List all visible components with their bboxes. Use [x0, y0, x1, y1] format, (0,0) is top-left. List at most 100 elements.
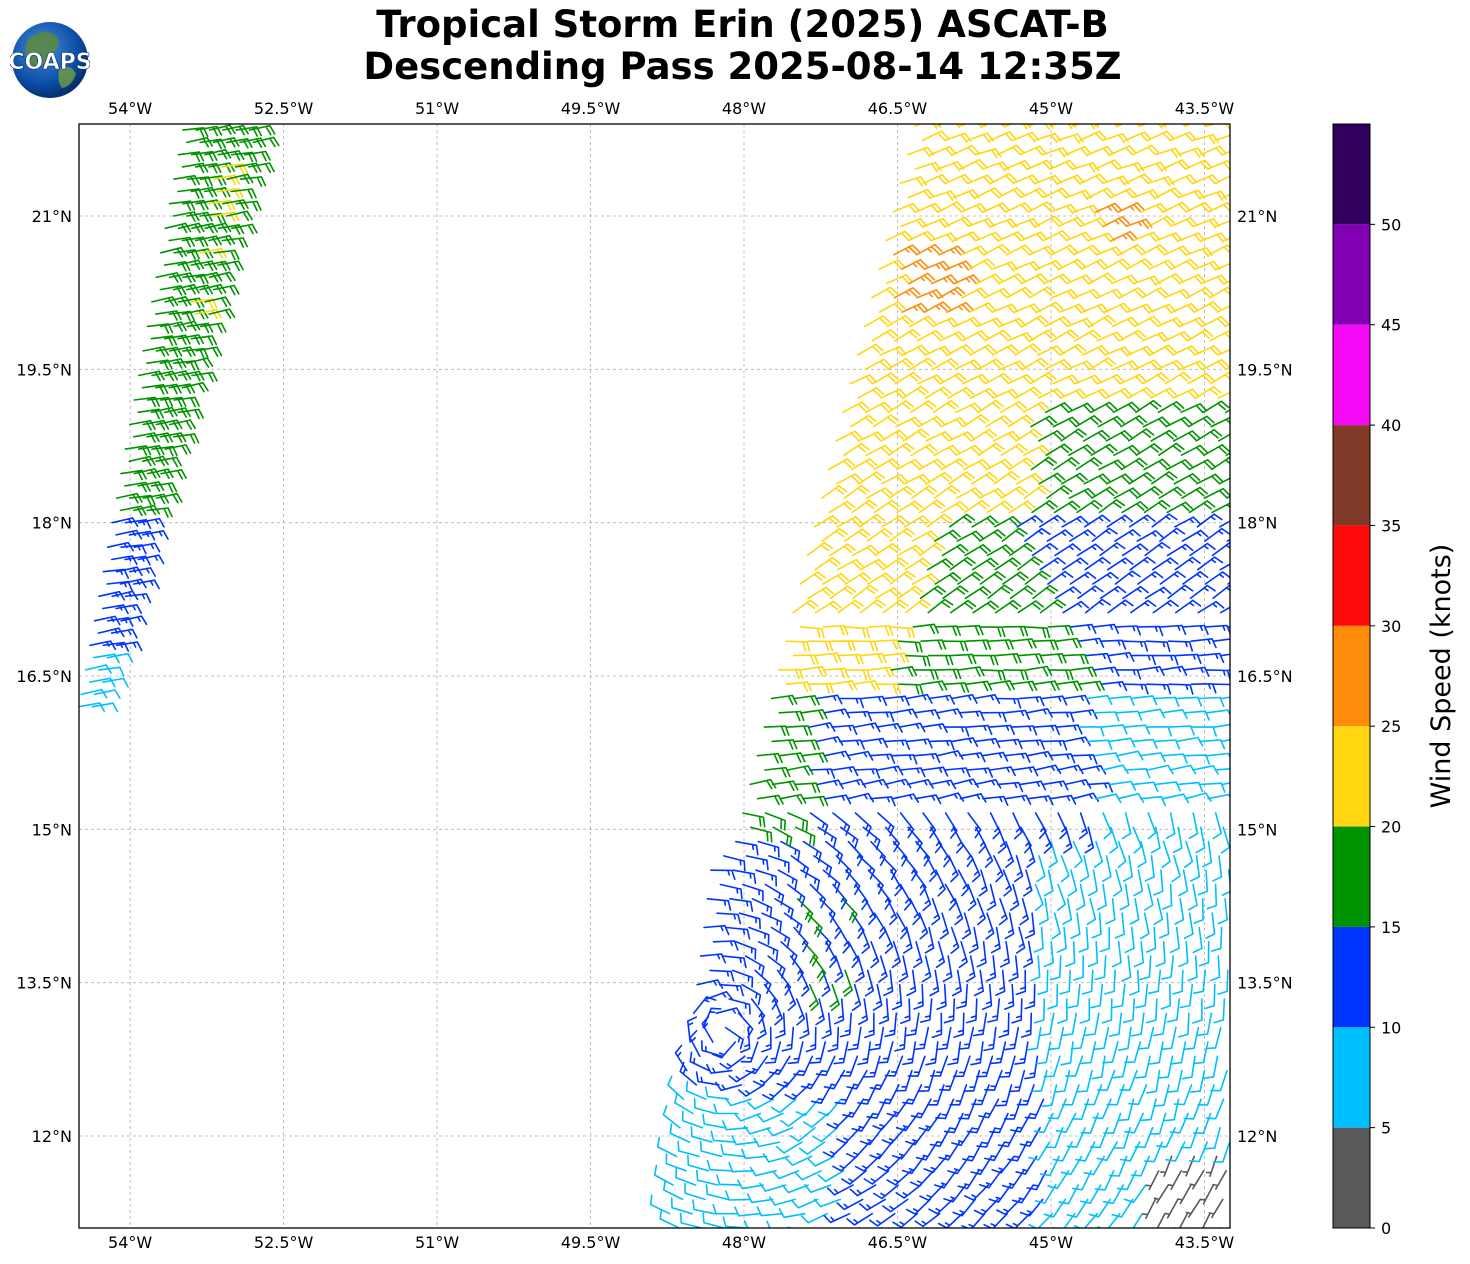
wind-barb [790, 855, 810, 879]
wind-barb [959, 793, 987, 803]
wind-barb [1217, 391, 1230, 399]
wind-barb [857, 387, 885, 399]
wind-barb [1014, 386, 1042, 399]
wind-barb [1079, 173, 1107, 185]
wind-barb [150, 482, 178, 493]
wind-barb [1171, 1041, 1187, 1065]
wind-barb [1217, 898, 1228, 925]
wind-barb [1150, 826, 1161, 854]
wind-barb [1139, 161, 1167, 173]
wind-barb [689, 1030, 701, 1058]
wind-barb [1122, 585, 1149, 600]
wind-barb [159, 432, 187, 443]
wind-barb [872, 414, 900, 428]
wind-barb [816, 779, 844, 790]
wind-barb [1105, 1227, 1108, 1228]
wind-barb [1137, 840, 1147, 868]
wind-barb [971, 557, 999, 571]
colorbar-tick-label: 15 [1381, 918, 1401, 937]
wind-barb [1025, 626, 1051, 639]
wind-barb [933, 485, 960, 499]
wind-barb [1229, 125, 1230, 127]
wind-barb [1197, 1012, 1213, 1037]
wind-barb [892, 840, 908, 867]
wind-barb [225, 210, 253, 222]
wind-barb [901, 344, 929, 356]
wind-barb [1080, 259, 1108, 270]
wind-barb [999, 317, 1027, 328]
wind-barb [816, 736, 844, 746]
wind-barb [1173, 473, 1201, 485]
wind-barb [1183, 912, 1194, 940]
wind-barb [939, 1069, 958, 1091]
wind-barb [880, 429, 908, 442]
wind-barb [980, 669, 1006, 681]
wind-barb [854, 1155, 880, 1172]
wind-barb [1008, 500, 1036, 514]
wind-barb [1166, 543, 1194, 557]
wind-barb [1019, 145, 1047, 156]
wind-barb [1093, 840, 1104, 868]
wind-barb [934, 572, 962, 585]
wind-barb [1169, 926, 1180, 954]
wind-barb [754, 969, 772, 994]
wind-barb [847, 840, 864, 867]
wind-barb [1058, 1184, 1079, 1205]
wind-barb [722, 955, 747, 969]
wind-barb [1071, 1098, 1090, 1120]
wind-barb [960, 245, 988, 256]
wind-barb [907, 188, 935, 200]
wind-barb [1148, 969, 1162, 995]
wind-barb [1187, 955, 1198, 982]
wind-barb [905, 1198, 931, 1215]
wind-barb [1208, 1198, 1224, 1219]
wind-barb [1128, 514, 1156, 528]
wind-barb [164, 222, 192, 234]
lon-tick-label-bottom: 45°W [1029, 1233, 1073, 1252]
wind-barb [902, 1084, 923, 1105]
wind-barb [1037, 388, 1065, 399]
wind-barb [1045, 402, 1073, 414]
wind-barb [1127, 428, 1155, 442]
wind-barb [1102, 1041, 1119, 1064]
wind-barb [1190, 855, 1201, 882]
wind-barb [173, 396, 200, 408]
wind-barb [1011, 998, 1023, 1024]
wind-barb [951, 737, 979, 747]
wind-barb [1064, 779, 1092, 789]
wind-barb [1035, 215, 1063, 227]
wind-barb [968, 926, 979, 954]
wind-barb [204, 296, 232, 307]
wind-barb [1152, 599, 1179, 614]
wind-barb [203, 187, 231, 198]
wind-barb [1045, 443, 1073, 456]
wind-barb [663, 1179, 684, 1201]
wind-barb [1005, 244, 1033, 256]
wind-barb [1004, 794, 1032, 805]
wind-barb [1105, 430, 1133, 442]
wind-barb [947, 431, 975, 442]
wind-barb [891, 708, 918, 719]
wind-barb [1189, 542, 1216, 557]
wind-barb [1163, 288, 1191, 299]
wind-barb [850, 458, 878, 471]
wind-barb [1073, 244, 1101, 256]
wind-barb [877, 812, 895, 837]
wind-barb [857, 1227, 860, 1228]
wind-barb [1103, 1112, 1122, 1134]
wind-barb [917, 374, 945, 385]
wind-barb [716, 1174, 742, 1186]
wind-barb [1093, 711, 1120, 722]
wind-barb [801, 752, 829, 763]
wind-barb [1101, 724, 1128, 735]
lon-tick-label-top: 51°W [415, 99, 459, 118]
wind-barb [1126, 303, 1154, 314]
wind-barb [177, 408, 204, 420]
wind-barb [1064, 736, 1091, 747]
wind-barb [1004, 912, 1015, 940]
wind-barb [1084, 826, 1095, 854]
wind-barb [1202, 400, 1230, 414]
wind-barb [926, 558, 954, 571]
wind-barb [918, 458, 946, 471]
wind-barb [867, 625, 894, 636]
